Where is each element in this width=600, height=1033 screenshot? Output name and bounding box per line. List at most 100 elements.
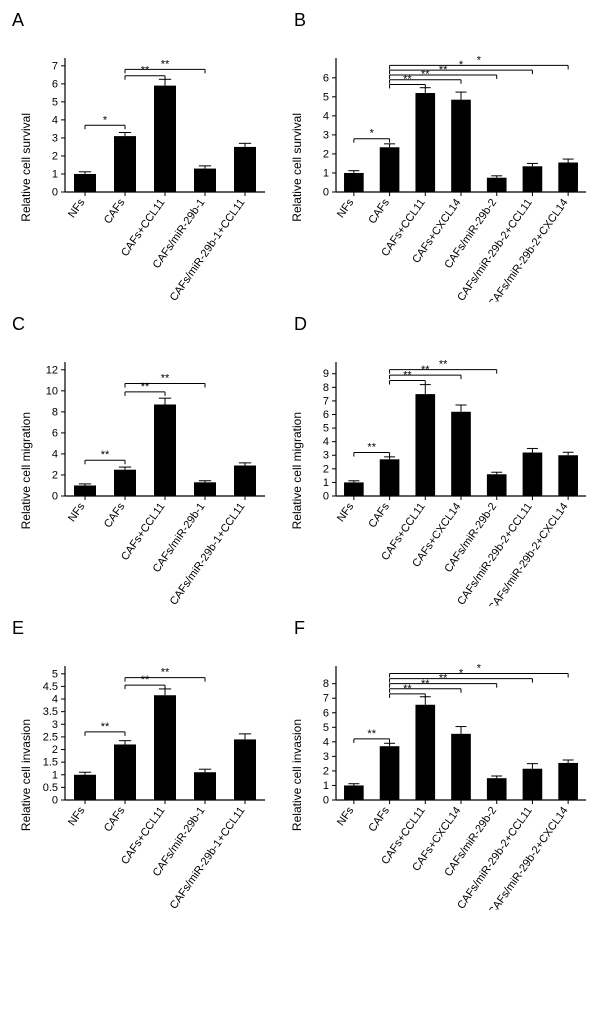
x-tick-label: CAFs <box>102 500 128 530</box>
significance-label: ** <box>367 442 376 454</box>
y-tick-label: 5 <box>323 722 329 734</box>
bar <box>558 162 578 192</box>
y-tick-label: 2 <box>323 463 329 475</box>
bar <box>451 734 471 800</box>
chart-A: 01234567NFsCAFsCAFs+CCL11CAFs/miR-29b-1C… <box>35 32 271 302</box>
panel-A: A Relative cell survival 01234567NFsCAFs… <box>6 10 284 306</box>
x-tick-label: NFs <box>335 500 357 524</box>
y-tick-label: 8 <box>52 406 58 418</box>
significance-label: ** <box>161 372 170 384</box>
bar <box>74 775 96 800</box>
y-tick-label: 4 <box>323 736 329 748</box>
significance-label: * <box>103 114 108 126</box>
y-axis-label: Relative cell migration <box>19 412 33 529</box>
panel-label: A <box>12 10 24 31</box>
x-tick-label: NFs <box>66 500 88 524</box>
bar <box>234 739 256 800</box>
panel-label: E <box>12 618 24 639</box>
bar <box>451 100 471 192</box>
bar <box>344 173 364 192</box>
panel-F: F Relative cell invasion 012345678NFsCAF… <box>288 618 594 914</box>
bar <box>487 178 507 192</box>
x-tick-label: NFs <box>335 196 357 220</box>
significance-label: * <box>370 128 375 140</box>
bar <box>114 744 136 800</box>
y-tick-label: 2 <box>52 150 58 162</box>
y-tick-label: 3 <box>52 719 58 731</box>
y-tick-label: 1 <box>323 780 329 792</box>
bar <box>344 482 364 496</box>
x-tick-label: CAFs/miR-29b-1+CCL11 <box>168 501 248 606</box>
x-tick-label: CAFs/miR-29b-1+CCL11 <box>168 805 248 910</box>
x-tick-label: NFs <box>66 804 88 828</box>
y-tick-label: 4 <box>52 694 58 706</box>
y-tick-label: 1 <box>323 167 329 179</box>
y-tick-label: 0 <box>323 795 329 807</box>
panel-E: E Relative cell invasion 00.511.522.533.… <box>6 618 284 914</box>
significance-label: ** <box>141 381 150 393</box>
y-tick-label: 4 <box>52 114 58 126</box>
y-tick-label: 4.5 <box>43 681 58 693</box>
y-tick-label: 9 <box>323 368 329 380</box>
bar <box>380 459 400 496</box>
y-tick-label: 2 <box>52 744 58 756</box>
x-tick-label: CAFs/miR-29b-1+CCL11 <box>168 197 248 302</box>
y-tick-label: 6 <box>52 78 58 90</box>
y-tick-label: 5 <box>52 668 58 680</box>
chart-C: 024681012NFsCAFsCAFs+CCL11CAFs/miR-29b-1… <box>35 336 271 606</box>
significance-label: * <box>477 54 482 66</box>
y-axis-label: Relative cell survival <box>290 113 304 222</box>
panel-label: F <box>294 618 305 639</box>
significance-label: * <box>477 662 482 674</box>
bar <box>114 470 136 496</box>
y-tick-label: 8 <box>323 678 329 690</box>
x-tick-label: NFs <box>66 196 88 220</box>
y-tick-label: 7 <box>323 693 329 705</box>
significance-label: ** <box>439 359 448 371</box>
y-tick-label: 0 <box>323 491 329 503</box>
bar <box>523 769 543 800</box>
y-tick-label: 6 <box>323 72 329 84</box>
significance-label: ** <box>101 721 110 733</box>
bar <box>74 174 96 192</box>
x-tick-label: NFs <box>335 804 357 828</box>
y-tick-label: 1 <box>52 168 58 180</box>
bar <box>415 705 435 800</box>
y-tick-label: 1 <box>323 477 329 489</box>
bar <box>234 147 256 192</box>
bar <box>114 136 136 192</box>
panel-label: D <box>294 314 307 335</box>
bar <box>487 778 507 800</box>
bar <box>451 412 471 496</box>
y-tick-label: 6 <box>323 707 329 719</box>
panel-B: B Relative cell survival 0123456NFsCAFsC… <box>288 10 594 306</box>
y-tick-label: 3 <box>323 450 329 462</box>
y-tick-label: 0 <box>52 491 58 503</box>
y-tick-label: 3.5 <box>43 706 58 718</box>
y-axis-label: Relative cell migration <box>290 412 304 529</box>
y-tick-label: 5 <box>52 96 58 108</box>
x-tick-label: CAFs <box>366 196 392 226</box>
y-tick-label: 5 <box>323 91 329 103</box>
y-tick-label: 0 <box>52 187 58 199</box>
y-tick-label: 0.5 <box>43 782 58 794</box>
bar <box>154 404 176 496</box>
x-tick-label: CAFs <box>102 196 128 226</box>
bar <box>74 485 96 496</box>
bar <box>523 166 543 192</box>
significance-label: ** <box>141 65 150 77</box>
y-tick-label: 2.5 <box>43 731 58 743</box>
y-tick-label: 4 <box>323 436 329 448</box>
panel-label: B <box>294 10 306 31</box>
y-tick-label: 3 <box>323 129 329 141</box>
bar <box>558 455 578 496</box>
x-tick-label: CAFs <box>102 804 128 834</box>
bar <box>194 772 216 800</box>
bar <box>154 695 176 800</box>
bar <box>380 147 400 192</box>
chart-D: 0123456789NFsCAFsCAFs+CCL11CAFs+CXCL14CA… <box>306 336 592 606</box>
bar <box>415 394 435 496</box>
significance-label: ** <box>161 58 170 70</box>
significance-label: ** <box>101 449 110 461</box>
y-tick-label: 2 <box>323 148 329 160</box>
